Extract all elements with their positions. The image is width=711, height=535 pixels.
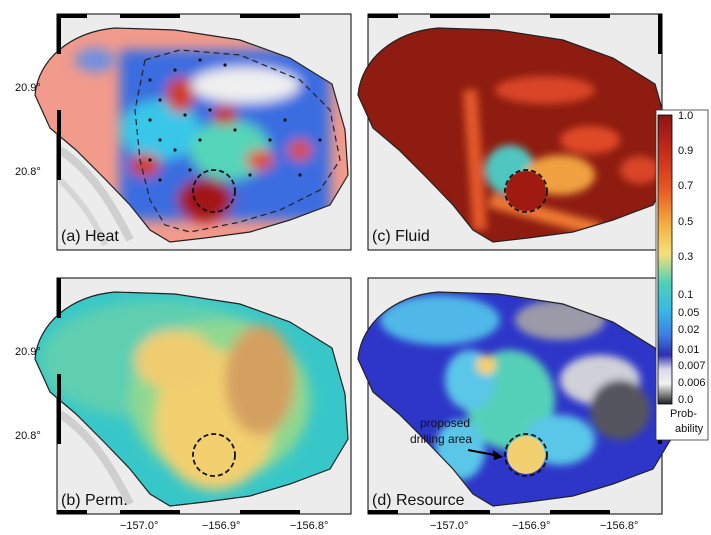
colorbar-tick: 1.0 xyxy=(678,110,694,122)
colorbar-title-line1: Prob- xyxy=(670,408,697,420)
y-tick-label: 20.9° xyxy=(15,346,41,358)
x-tick-label: −156.9° xyxy=(202,520,241,532)
colorbar-tick: 0.02 xyxy=(678,324,700,336)
y-tick-label: 20.8° xyxy=(15,166,41,178)
panel-label-resource: (d) Resource xyxy=(372,492,465,509)
colorbar-tick: 0.5 xyxy=(678,216,694,228)
x-tick-label: −157.0° xyxy=(430,520,469,532)
annotation-proposed: proposed xyxy=(420,416,471,430)
colorbar-tick: 0.01 xyxy=(678,344,700,356)
colorbar-tick: 0.9 xyxy=(678,145,694,157)
colorbar-tick: 0.006 xyxy=(678,377,706,389)
x-tick-label: −157.0° xyxy=(120,520,159,532)
y-tick-label: 20.8° xyxy=(15,430,41,442)
colorbar xyxy=(655,109,709,441)
annotation-drilling-area: drilling area xyxy=(410,432,473,446)
heat-survey-points xyxy=(148,58,322,182)
colorbar-tick: 0.05 xyxy=(678,307,700,319)
x-tick-label: −156.9° xyxy=(512,520,551,532)
colorbar-title-line2: ability xyxy=(675,423,704,435)
colorbar-tick: 0.007 xyxy=(678,360,706,372)
panel-label-perm: (b) Perm. xyxy=(61,492,128,509)
panel-heat xyxy=(34,13,352,251)
panel-resource xyxy=(357,277,672,515)
x-tick-label: −156.8° xyxy=(290,520,329,532)
panel-fluid xyxy=(357,13,672,251)
colorbar-tick: 0.7 xyxy=(678,180,694,192)
panel-label-fluid: (c) Fluid xyxy=(372,228,430,245)
panel-permeability xyxy=(34,277,352,515)
colorbar-tick: 0.0 xyxy=(678,394,694,406)
y-tick-label: 20.9° xyxy=(15,82,41,94)
colorbar-tick: 0.1 xyxy=(678,289,694,301)
x-tick-label: −156.8° xyxy=(600,520,639,532)
colorbar-tick: 0.3 xyxy=(678,251,694,263)
panel-label-heat: (a) Heat xyxy=(61,228,119,245)
